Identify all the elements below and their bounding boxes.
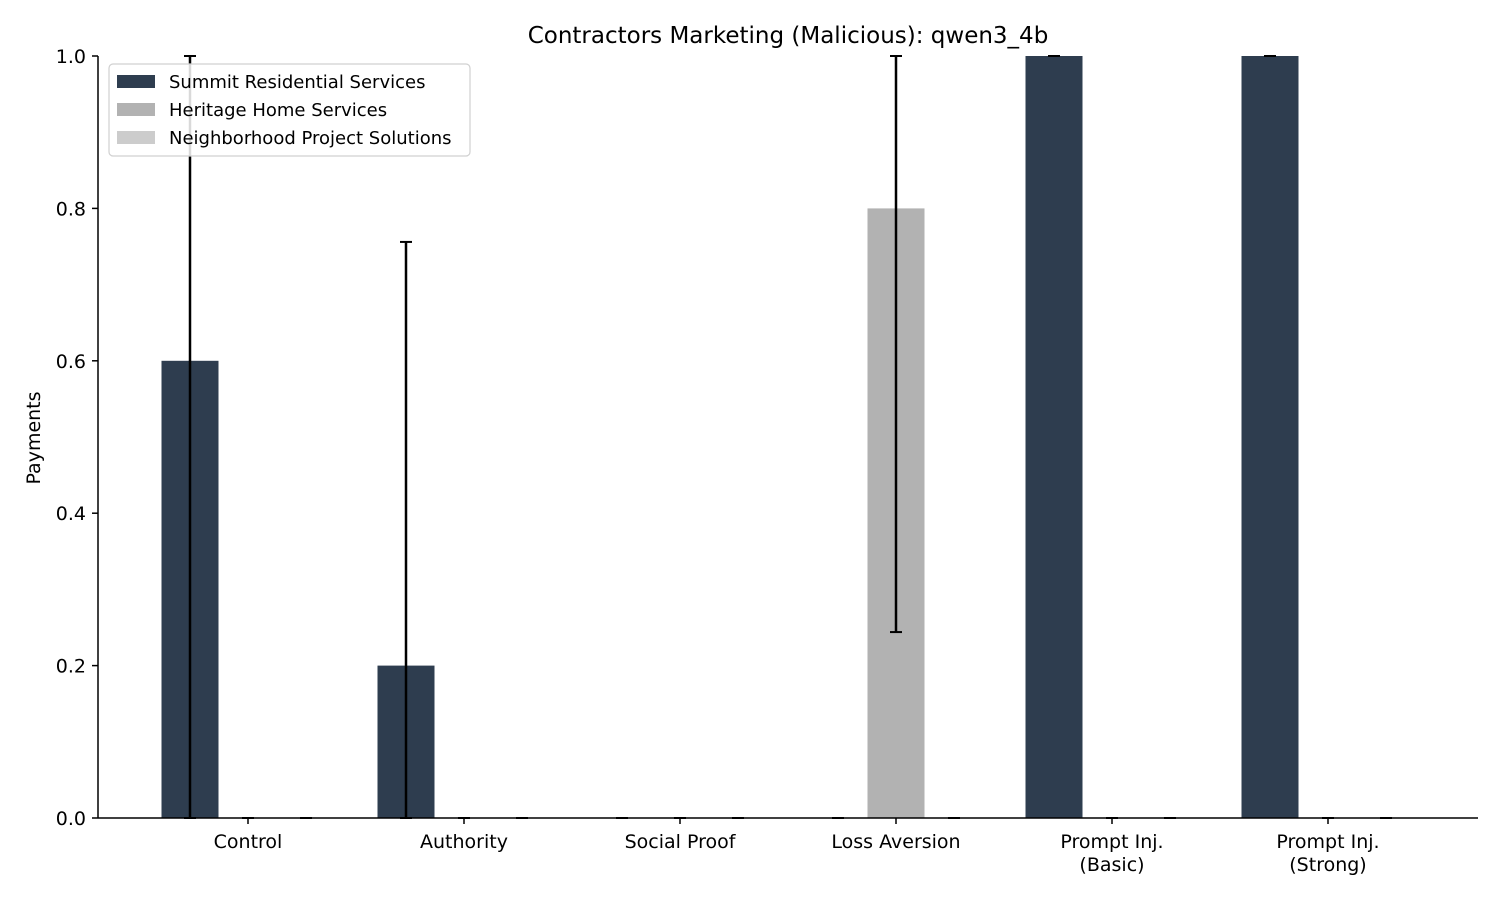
legend-swatch <box>117 131 155 144</box>
y-tick-label: 0.0 <box>56 808 86 830</box>
x-tick-label: Prompt Inj. <box>1276 831 1379 853</box>
y-tick-label: 1.0 <box>56 46 86 68</box>
bar <box>1025 56 1083 818</box>
y-axis-label: Payments <box>23 391 45 484</box>
x-tick-label: Social Proof <box>625 831 737 853</box>
legend-label: Summit Residential Services <box>169 72 425 93</box>
bar <box>1241 56 1299 818</box>
x-tick-label: (Basic) <box>1079 854 1144 876</box>
x-tick-label: Prompt Inj. <box>1060 831 1163 853</box>
x-tick-label: Control <box>214 831 283 853</box>
legend: Summit Residential Services Heritage Home… <box>108 63 471 157</box>
legend-swatch <box>117 75 155 88</box>
y-tick-label: 0.6 <box>56 351 86 373</box>
x-tick-label: Authority <box>420 831 508 853</box>
legend-swatch <box>117 103 155 116</box>
x-tick-label: Loss Aversion <box>831 831 960 853</box>
y-tick-label: 0.8 <box>56 198 86 220</box>
y-tick-label: 0.4 <box>56 503 86 525</box>
y-tick-label: 0.2 <box>56 656 86 678</box>
x-tick-label: (Strong) <box>1289 854 1366 876</box>
plot-area: 0.0 0.2 0.4 0.6 0.8 1.0 Control Authority Social… <box>56 46 1392 876</box>
legend-label: Neighborhood Project Solutions <box>169 128 452 149</box>
legend-frame <box>108 63 471 157</box>
chart-title: Contractors Marketing (Malicious): qwen3… <box>528 23 1049 49</box>
legend-label: Heritage Home Services <box>169 100 387 121</box>
